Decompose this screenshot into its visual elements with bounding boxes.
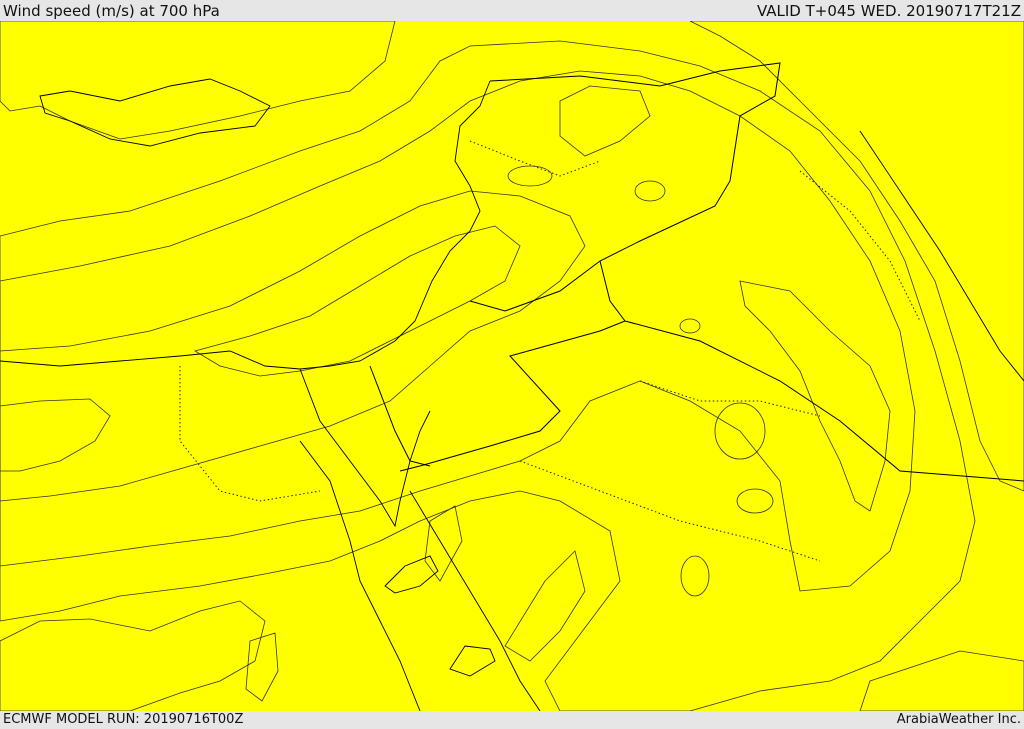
band-dark xyxy=(193,225,521,377)
band-yellow-patch-2 xyxy=(634,180,666,202)
band-light-south xyxy=(859,650,1024,711)
band-orange-east xyxy=(739,280,891,512)
band-yellow-patch-6 xyxy=(680,555,710,597)
band-yellow-base xyxy=(0,21,1024,711)
band-gold xyxy=(0,40,976,711)
band-light-egypt-2 xyxy=(245,632,279,702)
model-run: ECMWF MODEL RUN: 20190716T00Z xyxy=(3,712,244,727)
wind-speed-map xyxy=(0,21,1024,711)
border-dotted-5 xyxy=(799,170,921,322)
map-header: Wind speed (m/s) at 700 hPa VALID T+045 … xyxy=(0,0,1024,21)
band-light-egypt-1 xyxy=(0,600,266,711)
border-dotted-3 xyxy=(519,460,821,562)
border-solid-4 xyxy=(369,365,431,467)
band-yellow-patch-1 xyxy=(507,165,553,187)
water-white-aegean xyxy=(39,78,271,147)
credit: ArabiaWeather Inc. xyxy=(896,712,1021,727)
coastline-sinai xyxy=(299,368,431,528)
border-solid-3 xyxy=(624,320,1024,482)
band-light-east xyxy=(689,21,1024,492)
coastline-gulf xyxy=(859,130,1024,382)
band-light-arabia-1 xyxy=(504,550,586,662)
band-yellow-patch-4 xyxy=(679,318,701,334)
border-solid-1 xyxy=(469,62,781,312)
band-orange-north xyxy=(559,85,651,157)
border-solid-2 xyxy=(399,260,626,472)
band-orange xyxy=(0,190,586,502)
coastline-redsea-east xyxy=(409,490,541,711)
map-title: Wind speed (m/s) at 700 hPa xyxy=(3,2,220,20)
coastline-med xyxy=(0,80,491,370)
water-white-redsea-2 xyxy=(449,645,496,677)
band-amber xyxy=(0,70,916,592)
water-white-redsea-1 xyxy=(384,555,439,594)
border-dotted-4 xyxy=(639,380,821,417)
band-yellow-patch-3 xyxy=(714,402,766,460)
valid-time: VALID T+045 WED. 20190717T21Z xyxy=(756,2,1021,20)
band-light-turkey xyxy=(0,21,396,140)
border-dotted-1 xyxy=(179,366,321,502)
map-canvas xyxy=(0,21,1024,711)
band-yellow-patch-5 xyxy=(736,488,774,514)
coastline-redsea-west xyxy=(299,440,421,711)
band-dark-west xyxy=(0,398,111,472)
map-footer: ECMWF MODEL RUN: 20190716T00Z ArabiaWeat… xyxy=(0,711,1024,729)
